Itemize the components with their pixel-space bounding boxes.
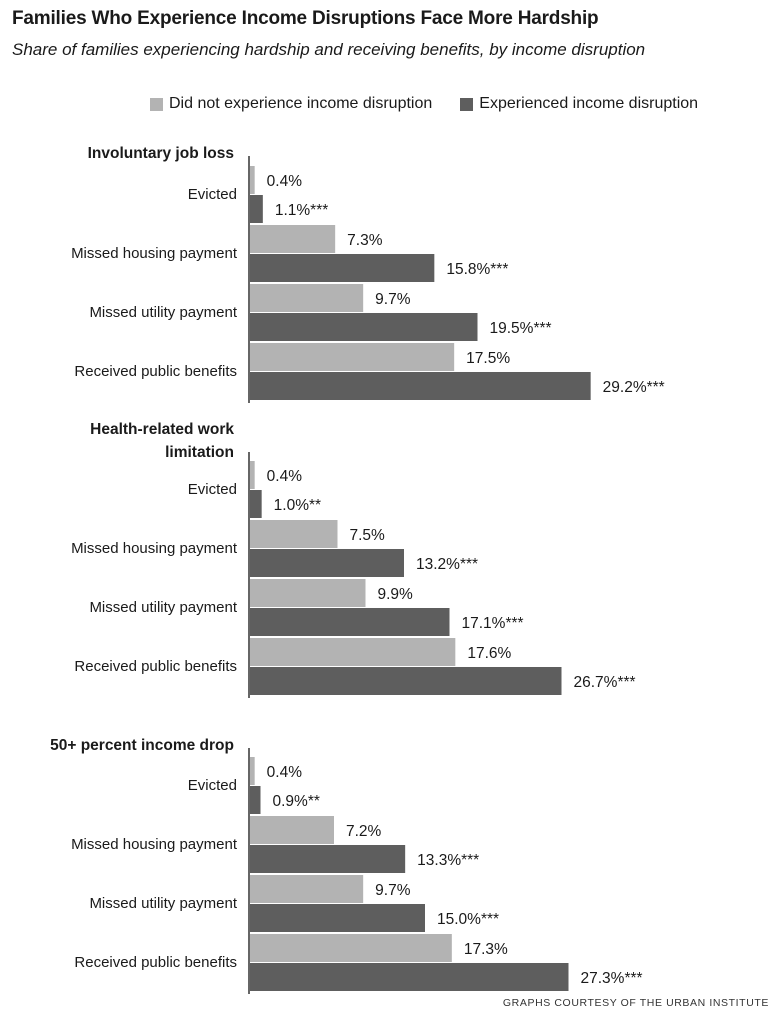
bar-experienced <box>250 313 478 341</box>
bar-experienced <box>250 254 435 282</box>
category-label: Evicted <box>188 186 237 203</box>
bar-did-not <box>250 343 455 371</box>
bar-experienced <box>250 195 263 223</box>
category-label: Evicted <box>188 481 237 498</box>
bar-experienced <box>250 963 569 991</box>
category-label: Received public benefits <box>74 658 237 675</box>
bar-experienced <box>250 904 425 932</box>
bar-experienced <box>250 490 262 518</box>
bar-did-not <box>250 225 336 253</box>
data-label: 7.3% <box>347 232 383 249</box>
data-label: 0.4% <box>267 173 303 190</box>
data-label: 17.3% <box>464 941 508 958</box>
legend-label-did-not: Did not experience income disruption <box>169 95 433 112</box>
data-label: 13.2%*** <box>416 556 478 573</box>
bar-did-not <box>250 816 334 844</box>
category-label: Received public benefits <box>74 363 237 380</box>
category-label: Evicted <box>188 777 237 794</box>
group-title: Health-related work <box>90 421 234 438</box>
bar-did-not <box>250 638 456 666</box>
data-label: 0.4% <box>267 764 303 781</box>
group-title: limitation <box>165 444 234 461</box>
bar-did-not <box>250 284 364 312</box>
data-label: 29.2%*** <box>603 379 665 396</box>
data-label: 17.6% <box>467 645 511 662</box>
legend-item-experienced: Experienced income disruption <box>460 95 698 113</box>
data-label: 26.7%*** <box>574 674 636 691</box>
category-label: Missed housing payment <box>71 836 238 853</box>
group-title: Involuntary job loss <box>88 145 234 162</box>
bar-experienced <box>250 845 406 873</box>
group-title: 50+ percent income drop <box>50 737 234 754</box>
chart-subtitle: Share of families experiencing hardship … <box>12 40 646 59</box>
legend-label-experienced: Experienced income disruption <box>479 95 699 112</box>
data-label: 0.4% <box>267 468 303 485</box>
bar-experienced <box>250 608 450 636</box>
category-label: Missed housing payment <box>71 245 238 262</box>
chart-title: Families Who Experience Income Disruptio… <box>12 8 599 29</box>
legend-swatch-experienced <box>460 97 474 111</box>
data-label: 13.3%*** <box>417 852 479 869</box>
data-label: 0.9%** <box>273 793 320 810</box>
bar-experienced <box>250 667 562 695</box>
data-label: 15.0%*** <box>437 911 499 928</box>
category-label: Missed utility payment <box>89 304 237 321</box>
data-label: 9.7% <box>375 291 411 308</box>
bar-experienced <box>250 549 404 577</box>
bar-did-not <box>250 757 255 785</box>
bar-did-not <box>250 934 452 962</box>
category-label: Received public benefits <box>74 954 237 971</box>
bar-did-not <box>250 875 364 903</box>
data-label: 7.2% <box>346 823 382 840</box>
data-label: 1.1%*** <box>275 202 328 219</box>
data-label: 27.3%*** <box>581 970 643 987</box>
bar-experienced <box>250 786 261 814</box>
category-label: Missed housing payment <box>71 540 238 557</box>
category-label: Missed utility payment <box>89 599 237 616</box>
data-label: 9.9% <box>378 586 414 603</box>
bar-did-not <box>250 520 338 548</box>
legend-item-did-not: Did not experience income disruption <box>150 95 432 113</box>
bar-did-not <box>250 579 366 607</box>
data-label: 17.5% <box>466 350 510 367</box>
data-label: 17.1%*** <box>462 615 524 632</box>
bar-experienced <box>250 372 591 400</box>
legend: Did not experience income disruption Exp… <box>150 95 726 113</box>
category-label: Missed utility payment <box>89 895 237 912</box>
data-label: 1.0%** <box>274 497 321 514</box>
bar-did-not <box>250 461 255 489</box>
data-label: 19.5%*** <box>490 320 552 337</box>
data-label: 9.7% <box>375 882 411 899</box>
data-label: 7.5% <box>350 527 386 544</box>
legend-swatch-did-not <box>150 97 163 111</box>
data-label: 15.8%*** <box>446 261 508 278</box>
credit-text: GRAPHS COURTESY OF THE URBAN INSTITUTE <box>502 997 769 1009</box>
bar-did-not <box>250 166 255 194</box>
